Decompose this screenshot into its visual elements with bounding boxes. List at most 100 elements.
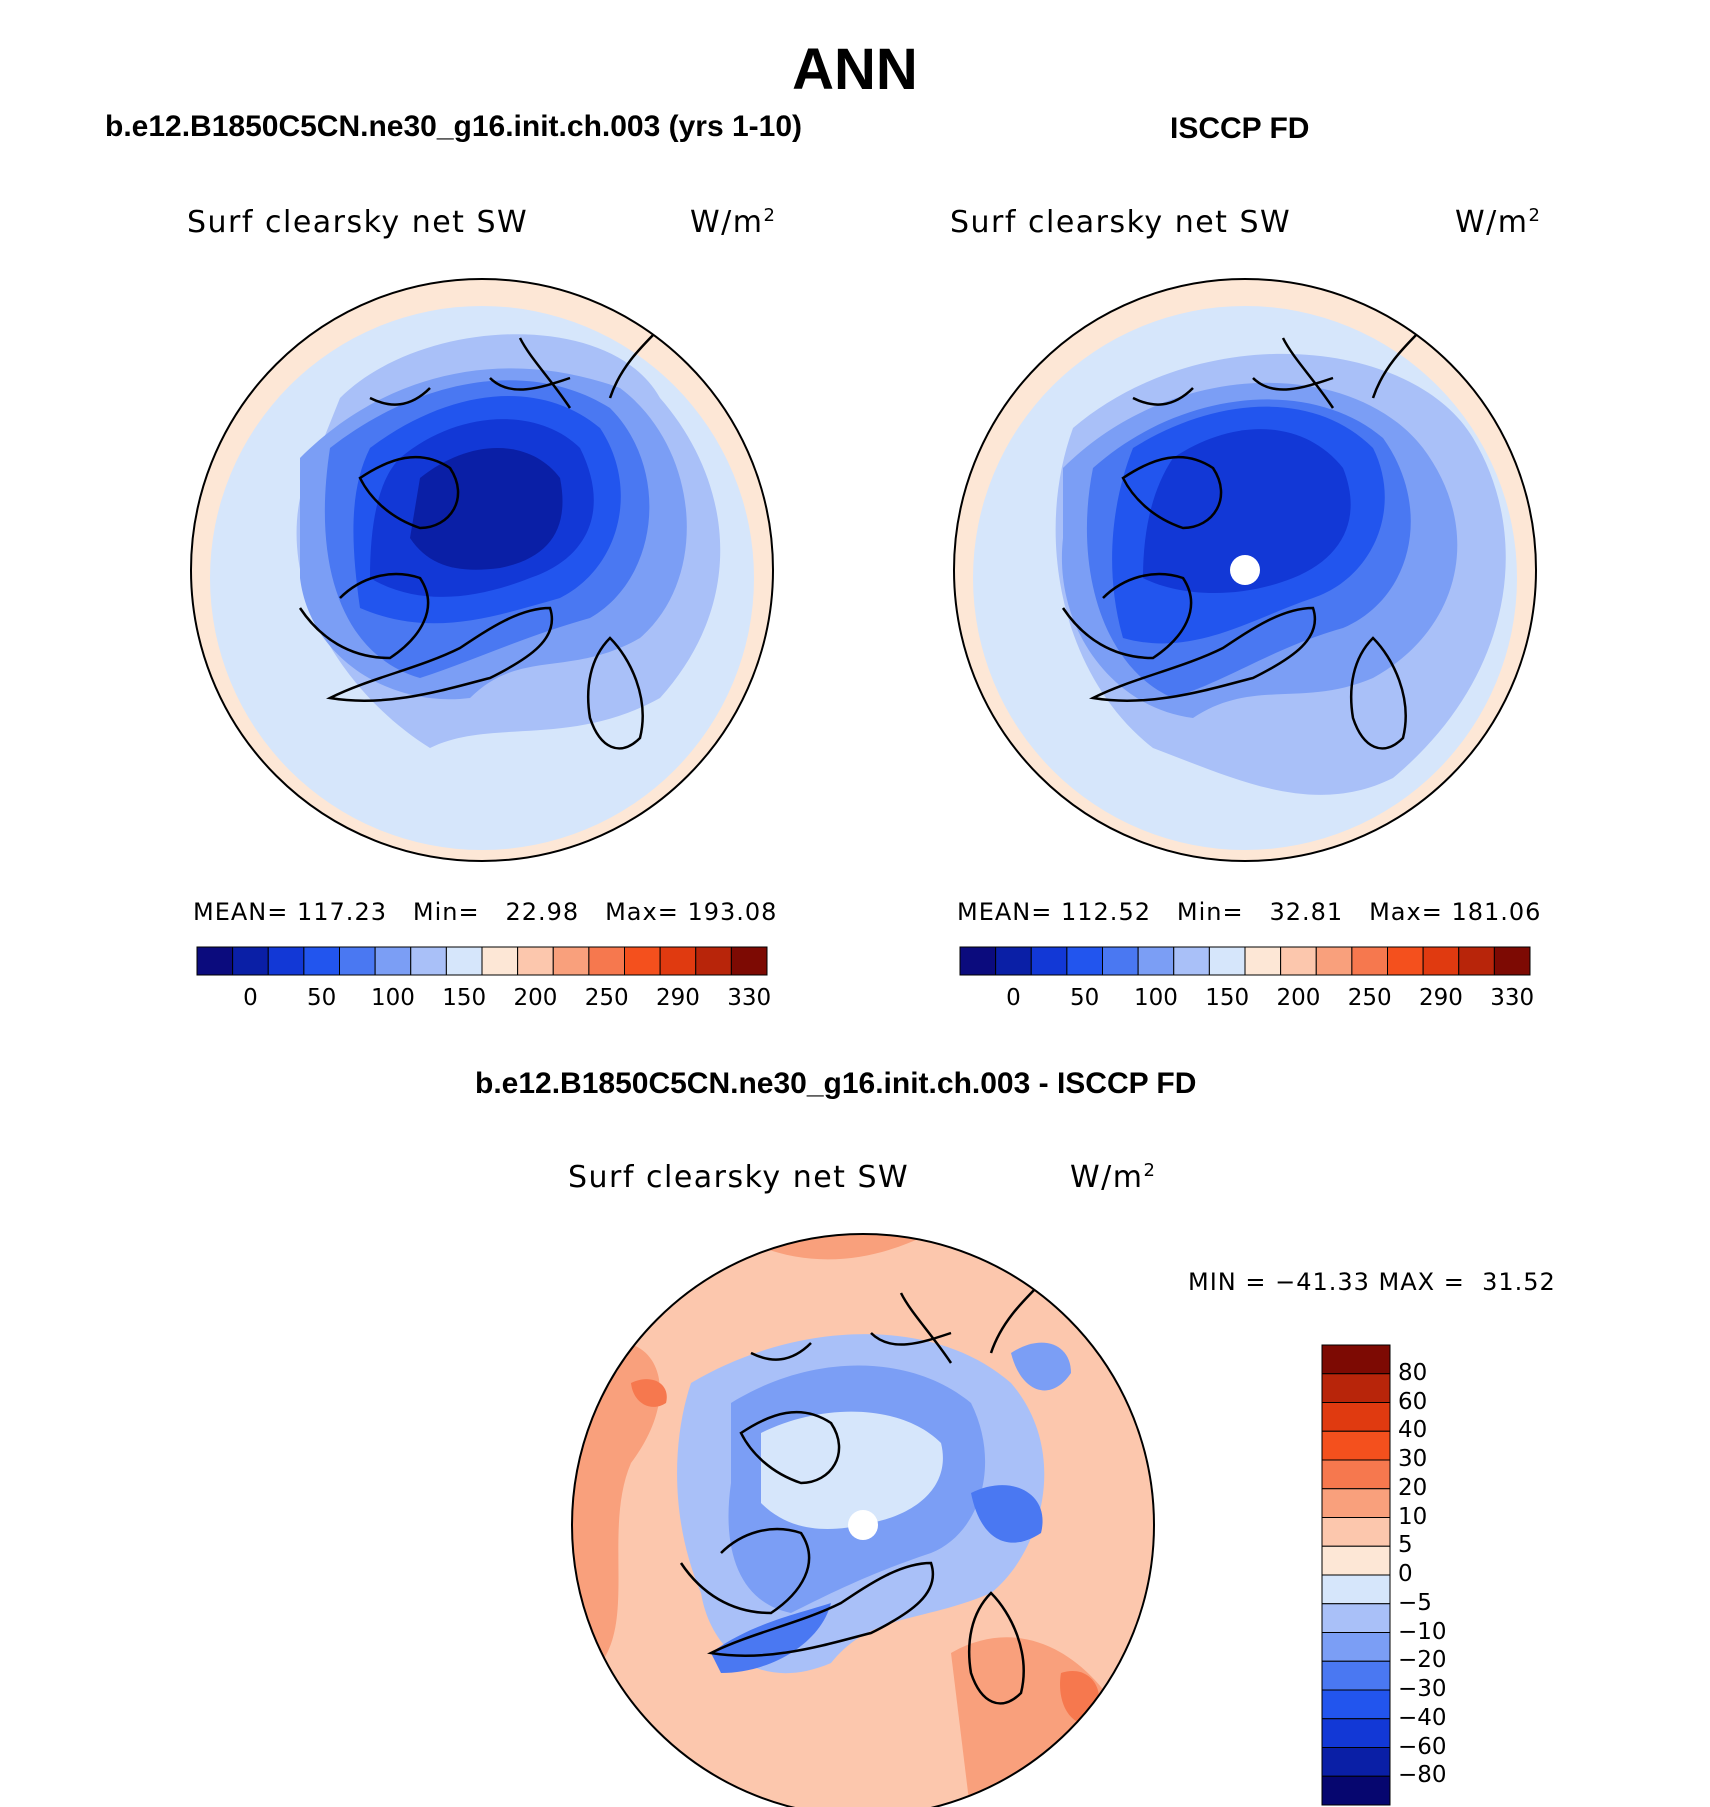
obs-colorbar-swatch [1280,946,1317,976]
obs-colorbar-swatch [1173,946,1210,976]
diff-colorbar-tick-label: −40 [1398,1704,1447,1731]
model-colorbar-tick-label: 0 [243,985,258,1011]
obs-colorbar-swatch [1315,946,1353,976]
obs-colorbar-swatch [1102,946,1139,976]
obs-colorbar [959,946,1531,976]
diff-colorbar-tick-label: −20 [1398,1647,1447,1674]
model-colorbar-swatch [267,946,305,976]
diff-colorbar-tick-label: 60 [1398,1388,1428,1415]
model-colorbar-tick-label: 50 [307,985,337,1011]
model-colorbar-tick-label: 330 [727,985,772,1011]
diff-colorbar-tick-label: 10 [1398,1503,1428,1530]
diff-colorbar-swatch [1321,1373,1391,1403]
diff-colorbar-swatch [1321,1775,1391,1806]
diff-colorbar-swatch [1321,1517,1391,1547]
model-colorbar-tick-label: 250 [584,985,629,1011]
model-panel-title: b.e12.B1850C5CN.ne30_g16.init.ch.003 (yr… [105,110,803,143]
model-polar-map [190,278,774,862]
diff-colorbar-swatch [1321,1459,1391,1490]
diff-colorbar-tick-label: −5 [1398,1589,1432,1616]
model-colorbar-swatch [552,946,590,976]
obs-colorbar-swatch [995,946,1032,976]
model-colorbar-swatch [481,946,519,976]
diff-colorbar-tick-label: −30 [1398,1676,1447,1702]
model-colorbar-swatch [196,946,234,976]
diff-panel-title: b.e12.B1850C5CN.ne30_g16.init.ch.003 - I… [475,1067,1197,1100]
diff-colorbar-swatch [1321,1545,1391,1576]
obs-stats: MEAN= 112.52 Min= 32.81 Max= 181.06 [957,898,1542,926]
model-stats: MEAN= 117.23 Min= 22.98 Max= 193.08 [193,898,778,926]
figure-title: ANN [792,37,918,102]
diff-colorbar-swatch [1321,1488,1391,1518]
obs-colorbar-swatch [1422,946,1460,976]
diff-minmax: MIN = −41.33 MAX = 31.52 [1188,1268,1556,1296]
obs-colorbar-swatch [1208,946,1246,976]
diff-colorbar-labels: 80 60 40 30 20 10 5 0 −5 −10 −20 −30 −40 −60 −80 [1398,1345,1498,1805]
diff-colorbar-swatch [1321,1603,1391,1633]
diff-colorbar-swatch [1321,1747,1391,1777]
obs-colorbar-swatch [1351,946,1388,976]
diff-colorbar-tick-label: −60 [1398,1733,1447,1760]
obs-polar-map [953,278,1537,862]
model-colorbar-swatch [445,946,483,976]
obs-colorbar-swatch [1458,946,1495,976]
diff-colorbar-swatch [1321,1689,1391,1720]
obs-colorbar-swatch [1244,946,1282,976]
obs-colorbar-tick-label: 50 [1070,985,1100,1011]
diff-colorbar-swatch [1321,1660,1391,1691]
obs-colorbar-swatch [1137,946,1175,976]
diff-colorbar-swatch [1321,1402,1391,1432]
obs-colorbar-tick-label: 250 [1347,985,1392,1011]
diff-colorbar-swatch [1321,1430,1391,1461]
diff-field-label: Surf clearsky net SW [568,1160,910,1195]
model-colorbar-swatch [303,946,340,976]
diff-colorbar-swatch [1321,1344,1391,1375]
obs-colorbar-swatch [1493,946,1531,976]
obs-colorbar-tick-label: 100 [1133,985,1178,1011]
model-colorbar-tick-label: 290 [655,985,700,1011]
diff-colorbar-tick-label: 80 [1398,1359,1428,1386]
model-colorbar-swatch [588,946,625,976]
diff-colorbar-tick-label: 0 [1398,1561,1413,1587]
diff-polar-map [571,1233,1155,1807]
model-colorbar-swatch [374,946,412,976]
diff-colorbar-tick-label: 30 [1398,1446,1428,1472]
diff-colorbar-tick-label: 20 [1398,1474,1428,1501]
diff-colorbar-swatch [1321,1718,1391,1748]
model-colorbar-tick-label: 150 [442,985,487,1011]
diff-colorbar-swatch [1321,1574,1391,1605]
obs-colorbar-swatch [959,946,997,976]
obs-colorbar-swatch [1387,946,1424,976]
obs-colorbar-tick-label: 150 [1205,985,1250,1011]
diff-units: W/m2 [1070,1160,1157,1195]
model-colorbar-swatch [517,946,554,976]
model-colorbar-swatch [232,946,269,976]
obs-colorbar-tick-label: 330 [1490,985,1535,1011]
model-colorbar-swatch [410,946,447,976]
obs-colorbar-tick-label: 290 [1418,985,1463,1011]
model-colorbar-swatch [339,946,376,976]
diff-colorbar-swatch [1321,1632,1391,1662]
model-colorbar-swatch [659,946,697,976]
diff-colorbar-tick-label: 5 [1398,1532,1413,1559]
obs-colorbar-swatch [1030,946,1068,976]
obs-units: W/m2 [1455,205,1542,240]
diff-colorbar-tick-label: −80 [1398,1762,1447,1789]
diff-colorbar [1321,1344,1391,1806]
diff-colorbar-tick-label: 40 [1398,1417,1428,1444]
model-colorbar-swatch [624,946,661,976]
model-colorbar-labels: 0 50 100 150 200 250 290 330 [197,985,771,1015]
obs-colorbar-labels: 0 50 100 150 200 250 290 330 [960,985,1534,1015]
model-units: W/m2 [690,205,777,240]
obs-panel-title: ISCCP FD [1170,112,1310,145]
obs-colorbar-swatch [1066,946,1103,976]
diff-colorbar-tick-label: −10 [1398,1618,1447,1645]
model-colorbar-tick-label: 100 [370,985,415,1011]
model-colorbar [196,946,768,976]
model-colorbar-tick-label: 200 [513,985,558,1011]
obs-colorbar-tick-label: 0 [1006,985,1021,1011]
model-colorbar-swatch [695,946,732,976]
obs-colorbar-tick-label: 200 [1276,985,1321,1011]
obs-field-label: Surf clearsky net SW [950,205,1292,240]
model-field-label: Surf clearsky net SW [187,205,529,240]
